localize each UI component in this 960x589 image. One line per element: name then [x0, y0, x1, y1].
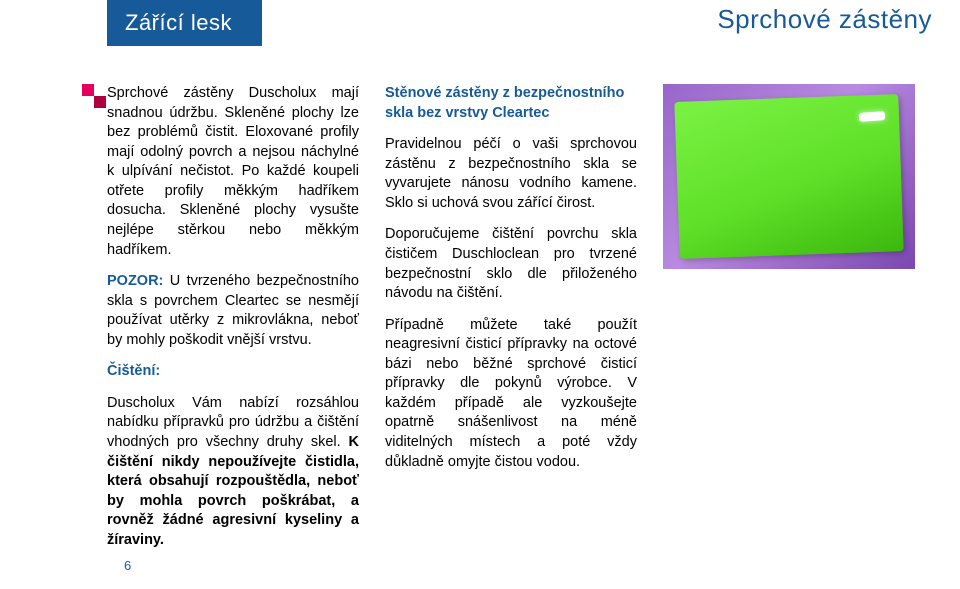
- cleaning-label: Čištění:: [107, 363, 160, 379]
- col2-p2: Doporučujeme čištění povrchu skla čistič…: [385, 225, 637, 303]
- product-image: [663, 84, 915, 269]
- cleaning-heading: Čištění:: [107, 362, 359, 382]
- column-1: Sprchové zástěny Duscholux mají snadnou …: [107, 84, 359, 562]
- column-3: [663, 84, 915, 562]
- cleaning-text-bold: K čištění nikdy nepoužívejte čistidla, k…: [107, 434, 359, 548]
- content-columns: Sprchové zástěny Duscholux mají snadnou …: [107, 84, 915, 562]
- warning-paragraph: POZOR: U tvrzeného bezpečnostního skla s…: [107, 272, 359, 350]
- intro-paragraph: Sprchové zástěny Duscholux mají snadnou …: [107, 84, 359, 260]
- accent-square-icon: [82, 84, 94, 96]
- accent-square-icon: [94, 96, 106, 108]
- page-number: 6: [124, 558, 131, 573]
- col2-p1: Pravidelnou péčí o vaši sprchovou zástěn…: [385, 135, 637, 213]
- page-header: Zářící lesk Sprchové zástěny: [0, 0, 960, 54]
- warning-label: POZOR:: [107, 273, 163, 289]
- cleaning-text-a: Duscholux Vám nabízí rozsáhlou nabídku p…: [107, 395, 359, 450]
- header-left-title: Zářící lesk: [107, 0, 262, 46]
- header-right-title: Sprchové zástěny: [717, 4, 932, 35]
- subheading: Stěnové zástěny z bezpečnostního skla be…: [385, 84, 637, 123]
- cleaning-paragraph: Duscholux Vám nabízí rozsáhlou nabídku p…: [107, 394, 359, 551]
- column-2: Stěnové zástěny z bezpečnostního skla be…: [385, 84, 637, 562]
- col2-p3: Případně můžete také použít neagresivní …: [385, 316, 637, 473]
